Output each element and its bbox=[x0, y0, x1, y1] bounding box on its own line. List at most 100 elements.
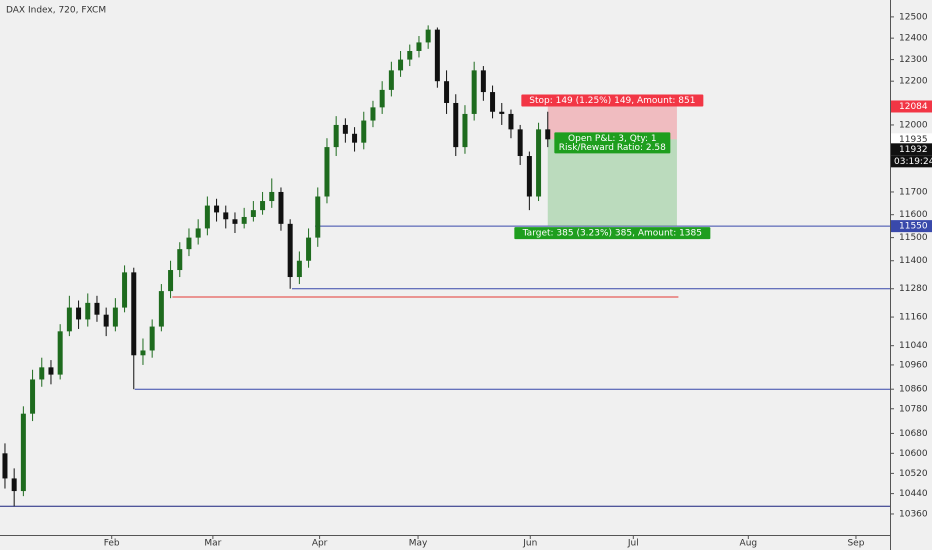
candle-body bbox=[306, 237, 312, 261]
price-tag bbox=[891, 100, 932, 113]
candle-body bbox=[398, 59, 404, 71]
y-tick-label: 12200 bbox=[899, 77, 928, 87]
rr-label: Risk/Reward Ratio: 2.58 bbox=[559, 143, 666, 153]
position-label-bg bbox=[514, 227, 711, 240]
candle-body bbox=[471, 70, 477, 114]
y-tick-label: 11600 bbox=[899, 210, 928, 220]
chart-title: DAX Index, 720, FXCM bbox=[6, 6, 106, 16]
candle-body bbox=[186, 237, 192, 250]
candle-body bbox=[278, 191, 284, 224]
y-tick-label: 10860 bbox=[899, 385, 928, 395]
candle-body bbox=[287, 223, 293, 278]
candle-body bbox=[204, 205, 210, 229]
price-tag-label: 11935 bbox=[899, 135, 928, 145]
y-tick-label: 12000 bbox=[899, 120, 928, 130]
candle-body bbox=[508, 113, 514, 130]
candle-body bbox=[168, 270, 174, 292]
candle-body bbox=[30, 379, 36, 414]
y-tick-label: 11160 bbox=[899, 313, 928, 323]
y-tick-label: 10680 bbox=[899, 429, 928, 439]
candle-body bbox=[149, 326, 155, 351]
candle-body bbox=[462, 113, 468, 148]
candle-body bbox=[11, 478, 17, 492]
candle-body bbox=[131, 272, 137, 356]
candle-body bbox=[342, 124, 348, 134]
y-tick-label: 10440 bbox=[899, 489, 928, 499]
position-label: Target: 385 (3.23%) 385, Amount: 1385 bbox=[522, 229, 702, 239]
position-label: Stop: 149 (1.25%) 149, Amount: 851 bbox=[529, 96, 695, 106]
x-tick-label: Aug bbox=[740, 539, 758, 549]
candle-body bbox=[260, 201, 266, 211]
candle-body bbox=[545, 129, 551, 140]
y-tick-label: 10960 bbox=[899, 360, 928, 370]
candle-body bbox=[66, 307, 72, 332]
candle-body bbox=[425, 29, 431, 43]
y-tick-label: 12300 bbox=[899, 55, 928, 65]
candle-body bbox=[315, 196, 321, 238]
candle-body bbox=[352, 133, 358, 143]
y-tick-label: 11500 bbox=[899, 233, 928, 243]
candle-body bbox=[195, 228, 201, 238]
y-tick-label: 12500 bbox=[899, 12, 928, 22]
candle-body bbox=[140, 350, 146, 356]
candle-body bbox=[490, 92, 496, 112]
candle-body bbox=[20, 413, 26, 492]
candle-body bbox=[250, 210, 256, 217]
candle-body bbox=[85, 302, 91, 320]
countdown-bg bbox=[891, 155, 932, 168]
x-tick-label: May bbox=[409, 539, 428, 549]
candle-body bbox=[296, 260, 302, 278]
y-tick-label: 11280 bbox=[899, 284, 928, 294]
y-tick-label: 11040 bbox=[899, 341, 928, 351]
y-tick-label: 10520 bbox=[899, 469, 928, 479]
price-tag-label: 12084 bbox=[899, 102, 928, 112]
y-tick-label: 10780 bbox=[899, 404, 928, 414]
candle-body bbox=[407, 50, 413, 60]
candle-body bbox=[526, 156, 532, 197]
x-tick-label: Apr bbox=[312, 539, 328, 549]
candle-body bbox=[241, 216, 247, 224]
candle-body bbox=[536, 129, 542, 197]
pnl-label: Open P&L: 3, Qty: 1 bbox=[568, 134, 657, 144]
countdown: 03:19:24 bbox=[894, 157, 932, 167]
y-tick-label: 11400 bbox=[899, 256, 928, 266]
candle-body bbox=[453, 102, 459, 148]
candle-body bbox=[177, 249, 183, 271]
x-tick-label: Mar bbox=[204, 539, 221, 549]
price-tag bbox=[891, 143, 932, 156]
candle-body bbox=[269, 191, 275, 202]
price-tag bbox=[891, 220, 932, 233]
candle-body bbox=[94, 302, 100, 315]
candle-body bbox=[232, 219, 238, 224]
y-tick-label: 12400 bbox=[899, 34, 928, 44]
candle-body bbox=[416, 42, 422, 51]
candle-body bbox=[379, 89, 385, 108]
candle-body bbox=[158, 291, 164, 327]
price-tag-label: 11932 bbox=[899, 145, 928, 155]
candle-body bbox=[214, 205, 220, 213]
candle-body bbox=[444, 81, 450, 103]
pnl-label-bg bbox=[554, 132, 671, 154]
candle-body bbox=[370, 107, 376, 121]
candle-body bbox=[48, 367, 54, 375]
x-tick-label: Jun bbox=[522, 539, 537, 549]
candle-body bbox=[112, 307, 118, 327]
x-tick-label: Jul bbox=[627, 539, 639, 549]
candle-body bbox=[324, 147, 330, 197]
candle-body bbox=[499, 111, 505, 114]
candle-body bbox=[361, 120, 367, 143]
y-tick-label: 10600 bbox=[899, 449, 928, 459]
x-tick-label: Sep bbox=[847, 539, 864, 549]
candle-body bbox=[39, 367, 45, 380]
candle-body bbox=[57, 331, 63, 375]
candle-body bbox=[517, 129, 523, 157]
candle-body bbox=[223, 212, 229, 220]
x-tick-label: Feb bbox=[104, 539, 120, 549]
candle-body bbox=[103, 314, 109, 327]
target-zone bbox=[547, 139, 677, 227]
y-tick-label: 10360 bbox=[899, 509, 928, 519]
price-tag-label: 11550 bbox=[899, 222, 928, 232]
candle-body bbox=[388, 70, 394, 90]
